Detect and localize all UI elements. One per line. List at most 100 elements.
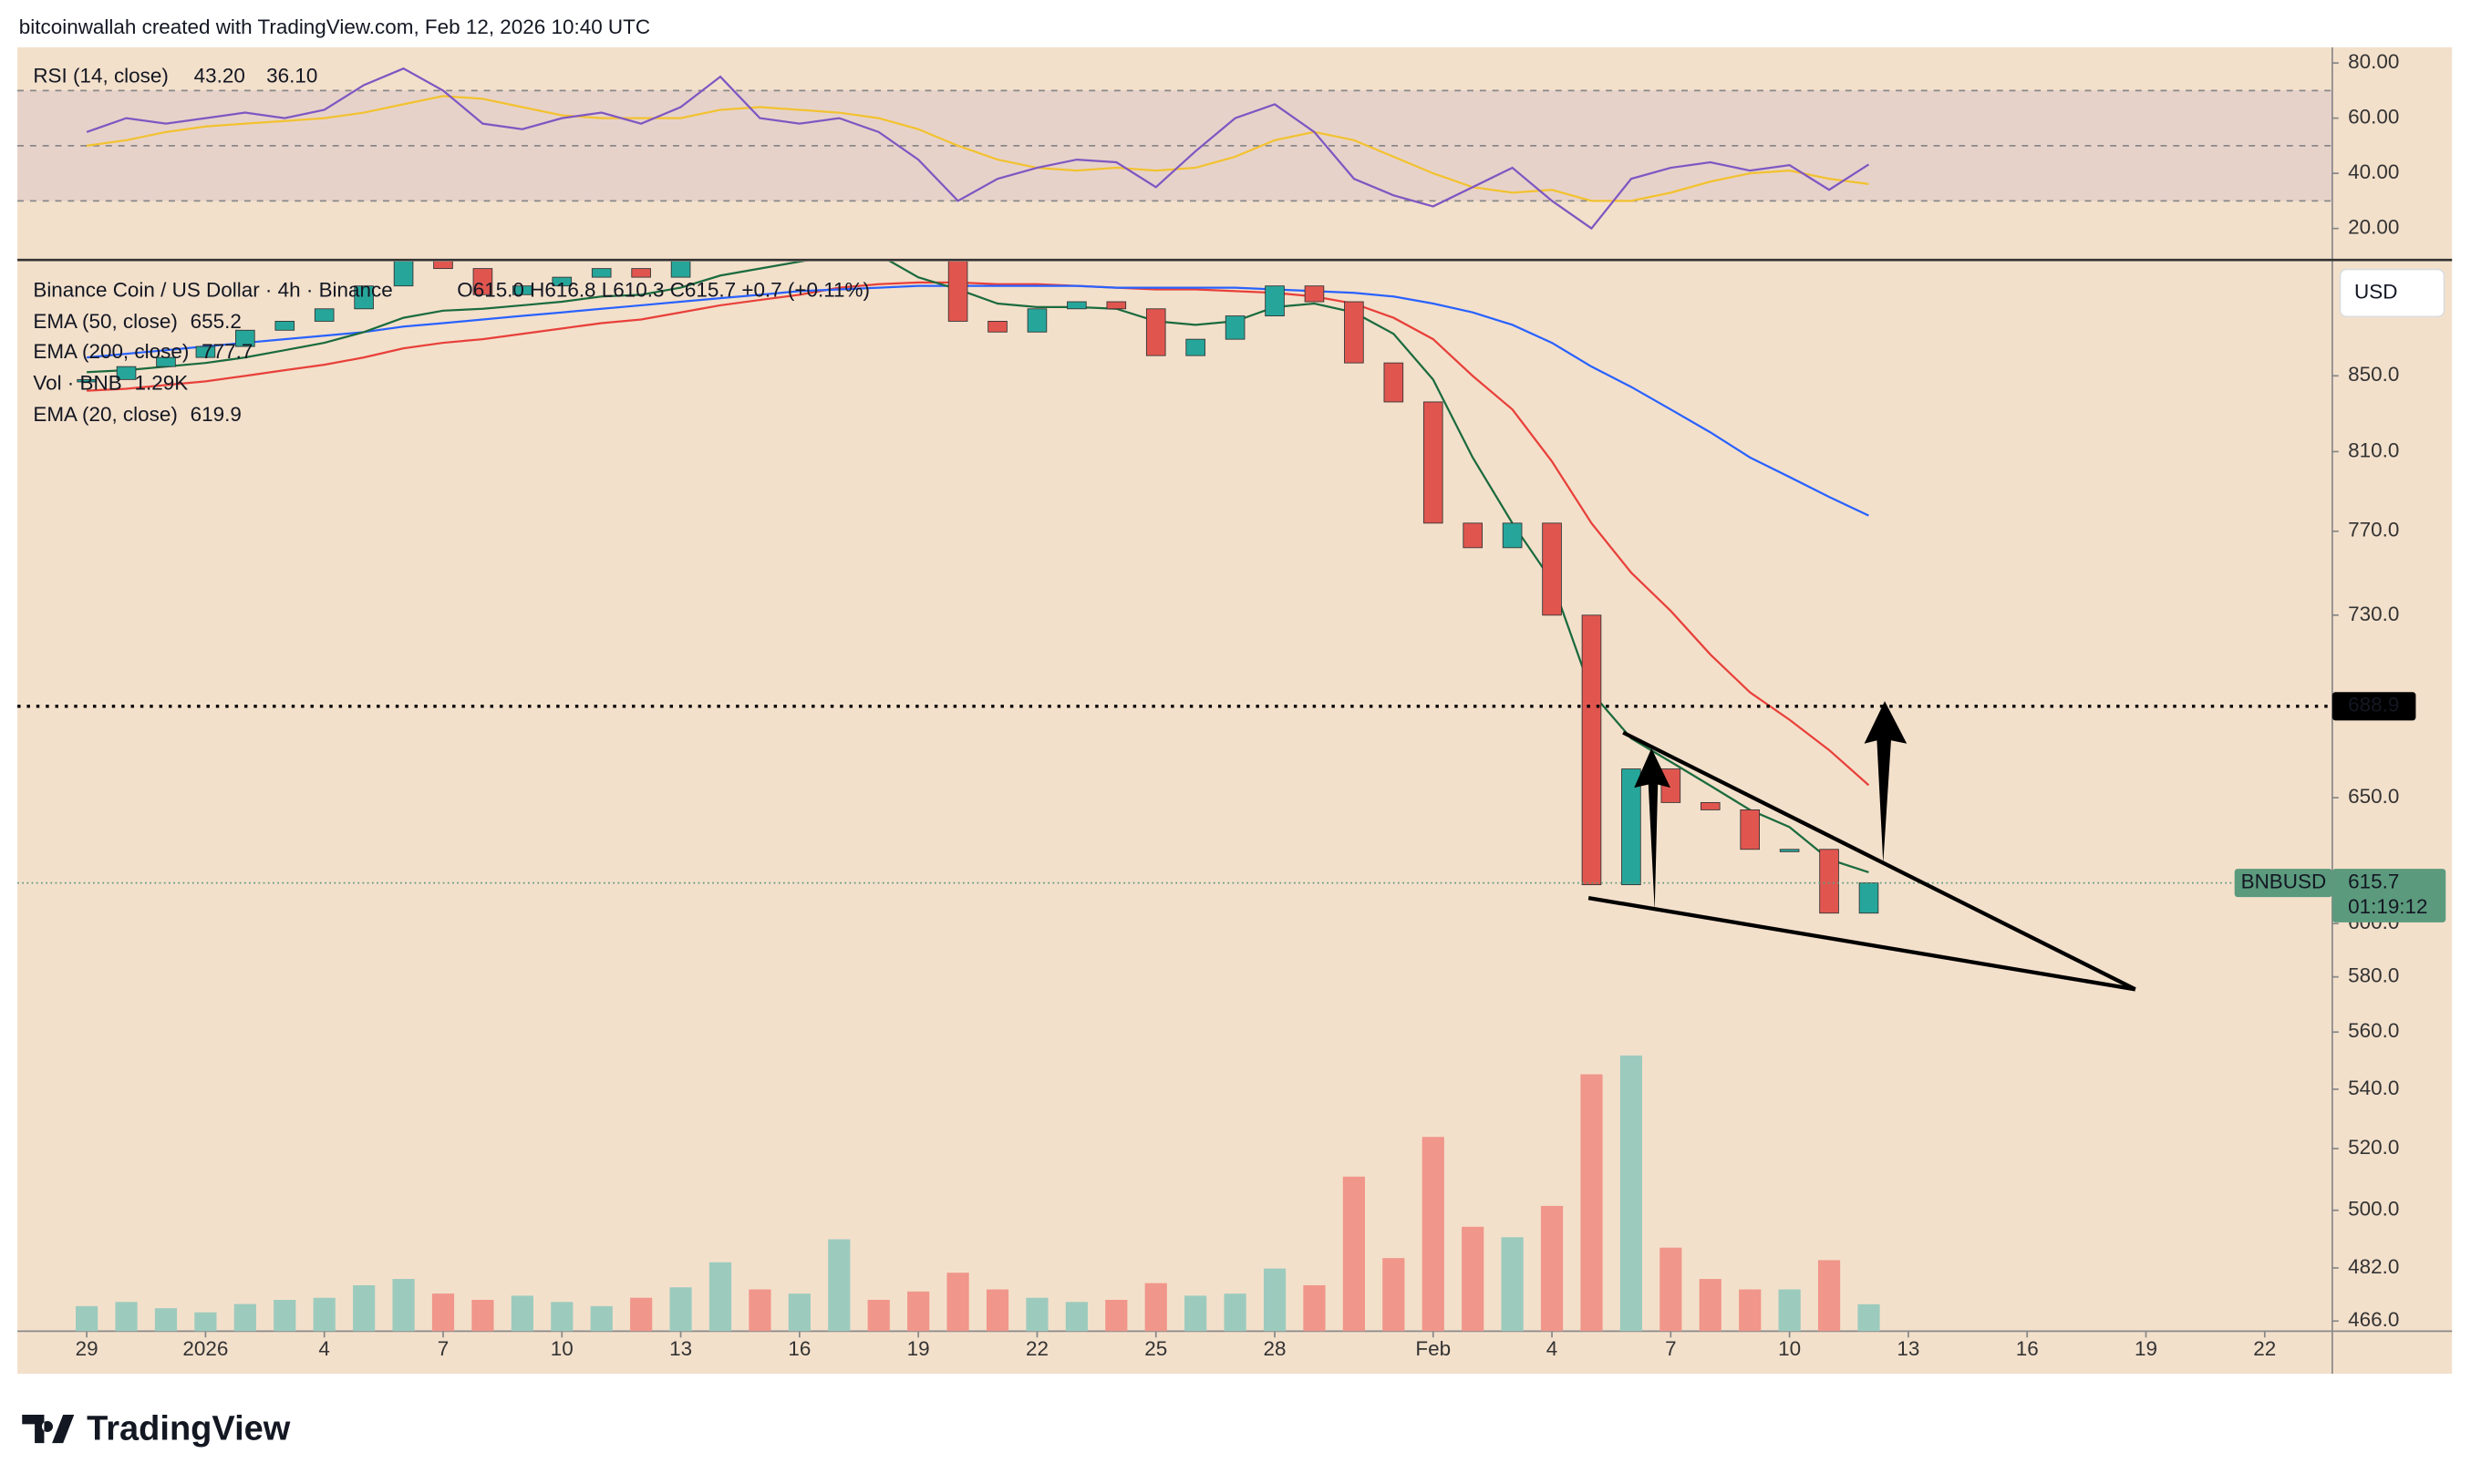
volume-bar [194, 1312, 217, 1332]
x-tick-label: 16 [2016, 1337, 2039, 1360]
volume-bar [1857, 1304, 1880, 1332]
volume-bar [1263, 1268, 1287, 1332]
volume-bar [274, 1299, 296, 1332]
candle [1621, 768, 1641, 886]
legend-value: 655.2 [191, 310, 242, 333]
y-tick-label: 540.0 [2348, 1077, 2399, 1099]
candle [156, 356, 176, 367]
candle [1819, 849, 1839, 914]
legend-name: EMA (20, close) [33, 403, 177, 426]
volume-bar [1739, 1289, 1762, 1332]
rsi-legend-name: RSI (14, close) [33, 65, 169, 88]
x-tick-label: 13 [1897, 1337, 1919, 1360]
volume-bar [115, 1302, 138, 1332]
y-tick-label: 560.0 [2348, 1019, 2399, 1042]
logo: TradingView [22, 1409, 291, 1448]
volume-bar [551, 1302, 574, 1332]
candle [1185, 338, 1205, 356]
candle [1740, 809, 1761, 850]
currency-button[interactable]: USD [2339, 268, 2445, 318]
candle [1502, 522, 1523, 549]
x-tick-label: 4 [318, 1337, 330, 1360]
rsi-tick-label: 20.00 [2348, 216, 2399, 239]
legend-value: 619.9 [191, 403, 242, 426]
volume-bar [1224, 1293, 1246, 1332]
volume-bar [313, 1297, 336, 1332]
candle [1542, 522, 1562, 616]
volume-bar [1422, 1137, 1444, 1332]
rsi-tick-label: 80.00 [2348, 50, 2399, 73]
x-tick-label: 10 [1778, 1337, 1801, 1360]
level-label-box [2331, 692, 2416, 721]
volume-bar [946, 1273, 969, 1332]
legend-name: Vol · BNB [33, 372, 121, 395]
candle [195, 345, 216, 358]
volume-bar [233, 1304, 256, 1332]
x-tick-label: 2026 [182, 1337, 228, 1360]
ema-line [87, 261, 1869, 873]
x-tick-label: 22 [2253, 1337, 2276, 1360]
x-tick-label: 19 [907, 1337, 930, 1360]
currency-label[interactable]: USD [2354, 280, 2397, 303]
y-tick-label: 650.0 [2348, 785, 2399, 808]
volume-bar [1699, 1279, 1721, 1332]
x-tick-label: 19 [2135, 1337, 2157, 1360]
candle [472, 268, 493, 295]
volume-bar [431, 1293, 455, 1332]
candle [1225, 315, 1246, 340]
volume-bar [1303, 1284, 1326, 1332]
x-tick-label: 7 [438, 1337, 449, 1360]
arrow-up [1634, 747, 1670, 911]
volume-bar [907, 1291, 930, 1332]
ema-line [87, 281, 1870, 787]
candle [947, 261, 968, 322]
rsi-legend-value: 36.10 [266, 65, 317, 88]
x-tick-label: 22 [1026, 1337, 1049, 1360]
level-label: 688.9 [2348, 694, 2399, 716]
volume-bar [392, 1279, 415, 1332]
last-price-box [2331, 869, 2446, 922]
candle [1344, 301, 1364, 364]
candle [77, 378, 97, 383]
axes: 80.00 60.00 40.00 20.00 RSI (14, close) 43.20… [33, 50, 2446, 1360]
x-tick-label: 13 [669, 1337, 692, 1360]
volume-bar [1462, 1226, 1484, 1332]
candle [116, 366, 137, 380]
x-tick-label: 25 [1144, 1337, 1167, 1360]
volume-bar [1184, 1295, 1207, 1332]
overlay [1587, 701, 2136, 992]
last-price-value: 615.7 [2348, 871, 2399, 893]
volume-bar [471, 1299, 494, 1332]
candle [1304, 285, 1325, 303]
legend-name: EMA (200, close) [33, 340, 189, 363]
x-tick-label: 7 [1665, 1337, 1677, 1360]
candle [1660, 768, 1681, 803]
x-tick-label: 10 [551, 1337, 574, 1360]
candle [1858, 882, 1879, 914]
volume-bar [1144, 1283, 1167, 1332]
candle [591, 268, 612, 278]
volume-bar [1342, 1176, 1365, 1332]
x-tick-label: 4 [1546, 1337, 1558, 1360]
volume-bar [1501, 1237, 1524, 1332]
candle [1145, 308, 1166, 356]
last-price-countdown: 01:19:12 [2348, 895, 2427, 918]
wedge-lower-line [1587, 895, 2136, 992]
y-tick-label: 730.0 [2348, 603, 2399, 625]
y-tick-label: 520.0 [2348, 1136, 2399, 1159]
volume-bar [1382, 1258, 1405, 1332]
y-tick-label: 482.0 [2348, 1255, 2399, 1278]
chart-title: Binance Coin / US Dollar · 4h · Binance [33, 279, 392, 302]
candle [235, 329, 255, 347]
candle [1067, 301, 1087, 310]
arrow-up [1864, 701, 1908, 864]
currency-box[interactable] [2339, 268, 2445, 318]
volume-bar [1817, 1260, 1841, 1332]
x-tick-label: 16 [788, 1337, 811, 1360]
candle [512, 285, 532, 295]
volume-bar [1105, 1299, 1128, 1332]
legend-value: 777.7 [202, 340, 253, 363]
x-tick-label: Feb [1415, 1337, 1451, 1360]
ohlc-label: O615.0 H616.8 L610.3 C615.7 +0.7 (+0.11%… [457, 279, 870, 302]
